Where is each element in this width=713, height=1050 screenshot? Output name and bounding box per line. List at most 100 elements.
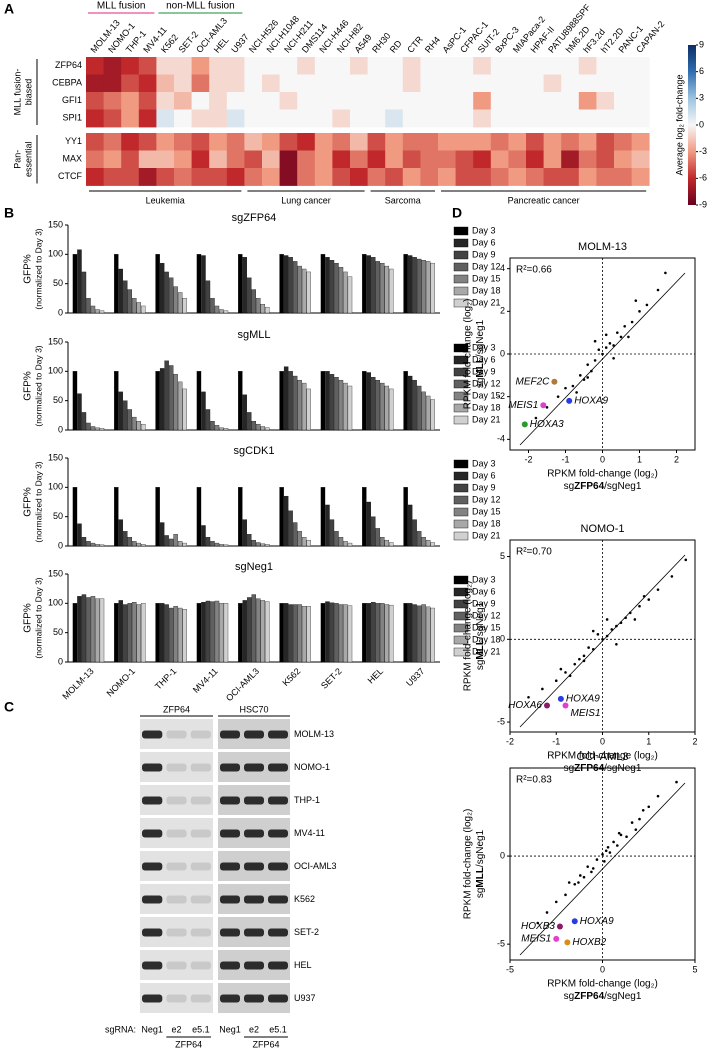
- bar: [329, 374, 335, 431]
- x-axis-label-prefix: sg: [564, 481, 575, 492]
- bar: [407, 255, 413, 314]
- cell-line-label: MOLM-13: [294, 729, 334, 739]
- heatmap-cell: [86, 92, 104, 110]
- blot-band: [244, 862, 264, 871]
- bar: [114, 371, 119, 431]
- scatter-point: [564, 386, 567, 390]
- legend-label: Day 3: [472, 342, 496, 352]
- legend-swatch: [453, 286, 469, 296]
- legend-label: Day 9: [472, 366, 496, 376]
- highlight-label: HOXA9: [574, 396, 608, 407]
- plot-title: NOMO-1: [581, 523, 625, 535]
- bar: [384, 539, 389, 547]
- bar: [127, 537, 132, 547]
- heatmap-cell: [279, 92, 298, 110]
- bar: [329, 260, 335, 314]
- scatter-point: [619, 833, 623, 837]
- bar: [81, 537, 87, 547]
- heatmap-cell: [455, 57, 474, 75]
- blot-band: [268, 730, 288, 739]
- scatter-point: [534, 416, 538, 420]
- legend-swatch: [453, 391, 469, 401]
- bar: [77, 249, 82, 314]
- y-tick-label: 150: [48, 219, 63, 229]
- heatmap-cell: [385, 92, 404, 110]
- cell-line-label: SET-2: [294, 927, 319, 937]
- x-tick-label: 0: [600, 454, 605, 464]
- y-tick-label: 5: [500, 551, 505, 561]
- heatmap-cell: [526, 150, 544, 169]
- blot-band: [142, 961, 163, 970]
- y-axis-label-group: RPKM fold-change (log₂) sgMLL/sgNeg1: [463, 581, 486, 692]
- heatmap-cell: [226, 133, 245, 151]
- blot-band: [166, 763, 187, 772]
- y-tick-label: 100: [48, 598, 63, 608]
- blot-band: [268, 829, 288, 838]
- blot-band: [166, 928, 187, 937]
- bar: [329, 519, 335, 547]
- scatter-point: [612, 344, 615, 347]
- legend-label: Day 21: [472, 530, 501, 540]
- heatmap-cell: [138, 150, 157, 169]
- bar: [301, 268, 307, 314]
- bar: [283, 603, 289, 663]
- heatmap-cell: [262, 150, 280, 169]
- bar: [371, 257, 376, 314]
- x-tick-label: NOMO-1: [105, 666, 138, 699]
- blot-band: [142, 994, 163, 1003]
- scatter-point: [619, 335, 623, 339]
- scatter-point: [527, 695, 530, 699]
- bar: [86, 597, 91, 663]
- heatmap-cell: [455, 109, 474, 128]
- x-axis-label-gene: ZFP64: [574, 481, 604, 492]
- legend-label: Day 6: [472, 354, 496, 364]
- highlight-point: [566, 397, 573, 404]
- bar: [127, 603, 132, 663]
- heatmap-cell: [420, 92, 439, 110]
- row-group-label: biased: [23, 79, 33, 106]
- x-axis-label-line2: sgZFP64/sgNeg1: [564, 991, 642, 1002]
- heatmap-cell: [438, 57, 456, 75]
- heatmap-cell: [402, 57, 421, 75]
- plot-title: OCI-AML3: [577, 751, 629, 763]
- scatter-point: [596, 633, 600, 636]
- colorbar-tick-label: -9: [699, 199, 707, 209]
- heatmap-cell: [526, 92, 544, 110]
- heatmap-cell: [490, 150, 509, 169]
- x-tick-label: HEL: [366, 666, 385, 685]
- legend-label: Day 15: [472, 622, 501, 632]
- bar: [164, 360, 169, 431]
- scatter-point: [656, 794, 660, 798]
- bar: [214, 600, 220, 663]
- scatter-point: [568, 674, 572, 678]
- heatmap-cell: [614, 109, 632, 128]
- bar: [334, 377, 339, 431]
- heatmap-cell: [385, 133, 404, 151]
- heatmap-cell: [561, 168, 580, 186]
- bar: [297, 379, 302, 431]
- heatmap-cell: [244, 109, 263, 128]
- y-tick-label: 100: [48, 366, 63, 376]
- y-axis-label-line2: sgMLL/sgNeg1: [475, 319, 486, 388]
- heatmap-cell: [578, 57, 597, 75]
- bar: [177, 292, 183, 314]
- bar: [95, 427, 100, 431]
- bar: [201, 255, 206, 314]
- x-axis-label-suffix: /sgNeg1: [604, 991, 642, 1002]
- blot-band: [142, 763, 163, 772]
- heatmap-cell: [156, 57, 175, 75]
- scatter-point: [604, 333, 608, 337]
- bar: [210, 541, 215, 547]
- x-tick-label: OCI-AML3: [224, 666, 261, 703]
- cell-line-label: THP-1: [294, 795, 320, 805]
- heatmap-cell: [367, 109, 386, 128]
- row-group-label: Pan-: [12, 150, 22, 169]
- bar: [95, 309, 100, 314]
- bar: [347, 542, 353, 547]
- blot-band: [220, 730, 240, 739]
- heatmap-cell: [614, 133, 632, 151]
- blot-band: [220, 928, 240, 937]
- highlight-label: MEIS1: [571, 708, 601, 719]
- bar: [347, 385, 353, 431]
- highlight-label: MEIS1: [508, 400, 538, 411]
